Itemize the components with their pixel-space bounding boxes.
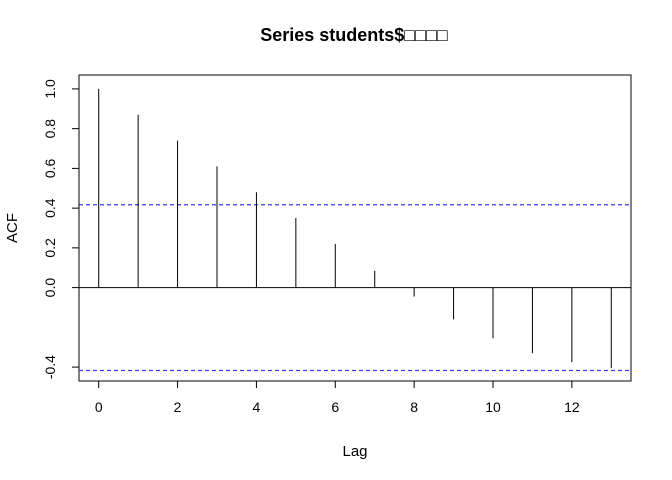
y-tick-label: 0.4 xyxy=(42,198,58,218)
y-tick-label: 0.6 xyxy=(42,158,58,178)
x-tick-label: 8 xyxy=(410,399,418,415)
y-axis: -0.4 0.0 0.2 0.4 0.6 0.8 1.0 xyxy=(42,79,80,379)
y-tick-label: -0.4 xyxy=(42,355,58,379)
x-tick-label: 4 xyxy=(253,399,261,415)
plot-frame xyxy=(78,74,632,382)
y-tick-label: 0.8 xyxy=(42,119,58,139)
y-tick-label: 1.0 xyxy=(42,79,58,99)
x-axis-label: Lag xyxy=(342,443,367,460)
y-axis-label: ACF xyxy=(4,213,21,243)
x-tick-label: 6 xyxy=(331,399,339,415)
chart-title: Series students$□□□□ xyxy=(260,25,448,45)
x-tick-label: 0 xyxy=(95,399,103,415)
x-tick-label: 12 xyxy=(564,399,580,415)
y-tick-label: 0.0 xyxy=(42,278,58,298)
x-tick-label: 2 xyxy=(174,399,182,415)
x-tick-label: 10 xyxy=(485,399,501,415)
acf-marks xyxy=(79,88,631,372)
x-axis: 0 2 4 6 8 10 12 xyxy=(95,380,580,415)
y-tick-label: 0.2 xyxy=(42,238,58,258)
